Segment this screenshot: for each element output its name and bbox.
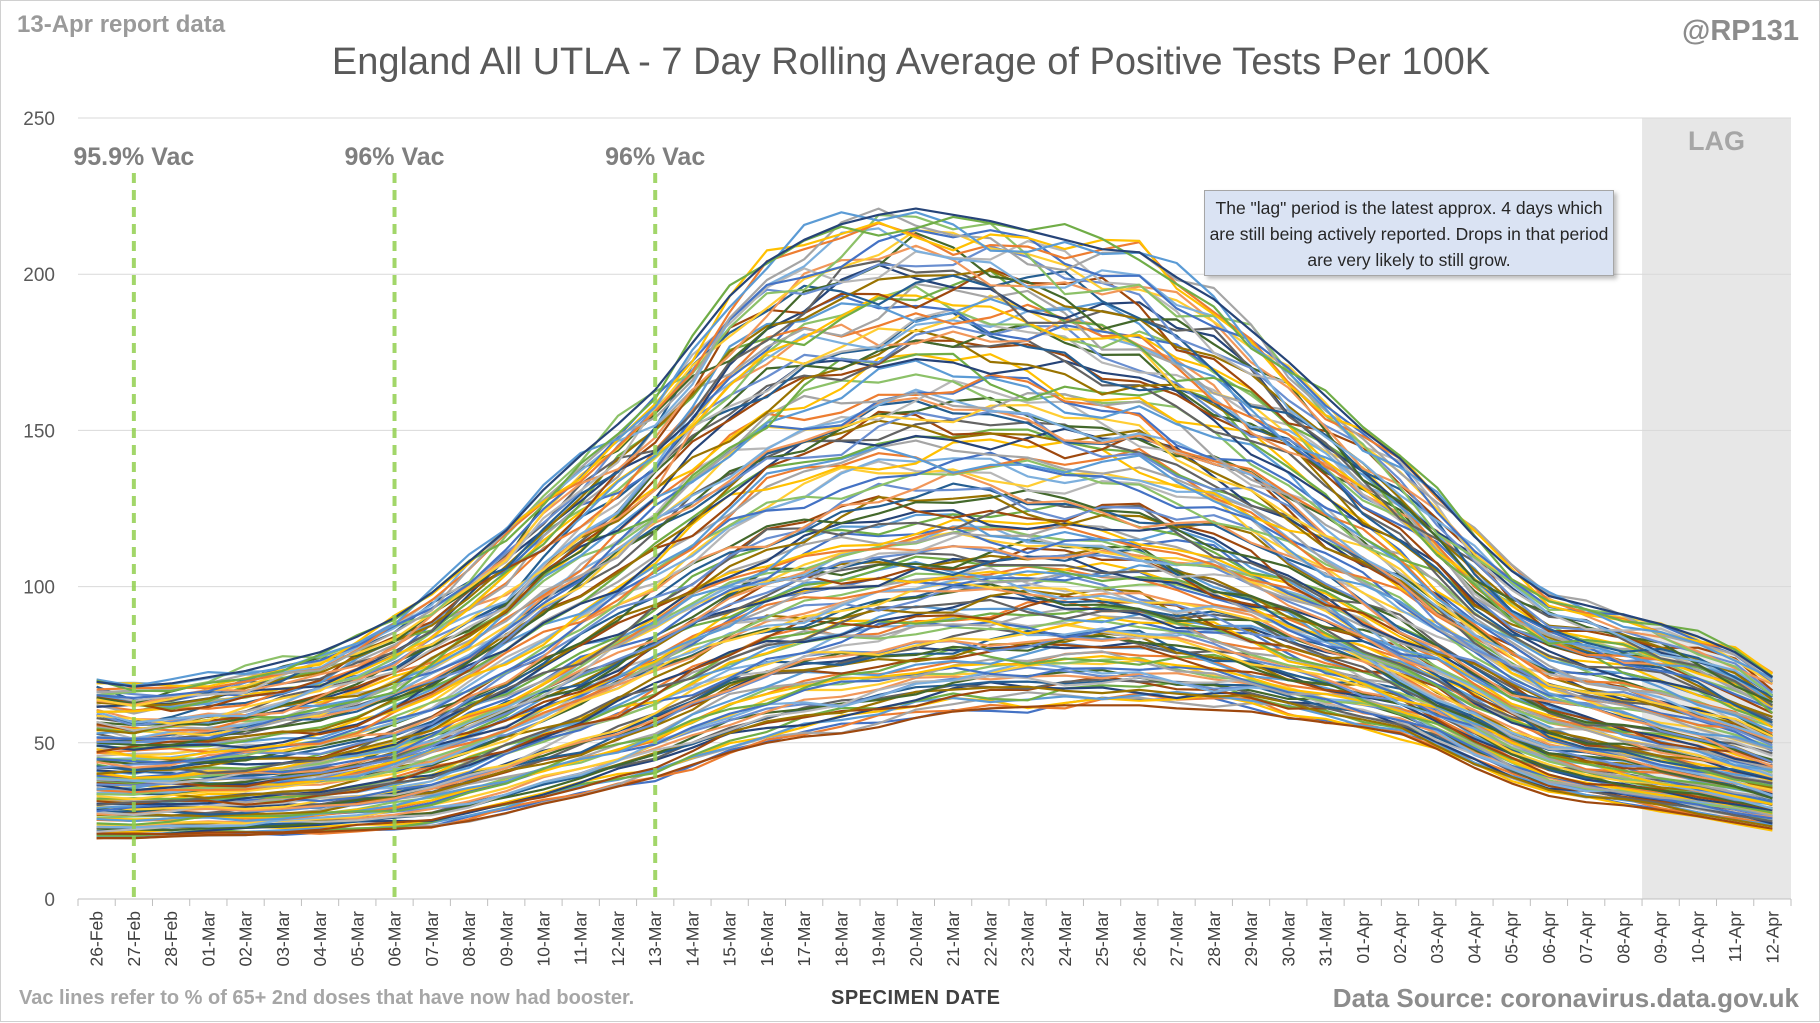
x-axis: 26-Feb 27-Feb 28-Feb 01-Mar 02-Mar 03-Mar 04-M… (77, 899, 1792, 967)
series-line (96, 232, 1773, 706)
x-tick-label: 07-Mar (422, 911, 442, 967)
series-lines (96, 207, 1774, 840)
x-tick-label: 04-Apr (1464, 911, 1484, 964)
series-line (96, 388, 1773, 740)
series-line (96, 207, 1774, 688)
y-tick-label: 0 (44, 890, 55, 911)
y-tick-label: 200 (23, 265, 55, 286)
series-line (96, 607, 1773, 804)
chart-title: England All UTLA - 7 Day Rolling Average… (331, 41, 1491, 83)
x-tick-label: 12-Mar (608, 911, 628, 967)
report-date-label: 13-Apr report data (17, 11, 226, 38)
series-line (96, 451, 1773, 764)
x-tick-label: 13-Mar (645, 911, 665, 967)
series-line (96, 339, 1773, 732)
x-tick-label: 02-Apr (1390, 911, 1410, 964)
x-tick-label: 29-Mar (1241, 911, 1261, 967)
series-line (96, 207, 1774, 694)
x-tick-label: 24-Mar (1055, 911, 1075, 967)
data-source: Data Source: coronavirus.data.gov.uk (1332, 983, 1799, 1013)
x-tick-label: 03-Apr (1427, 911, 1447, 964)
x-tick-label: 12-Apr (1762, 911, 1782, 964)
vac-marker-label: 95.9% Vac (73, 143, 194, 171)
y-tick-label: 150 (23, 421, 55, 442)
x-tick-label: 23-Mar (1018, 911, 1038, 967)
lag-label: LAG (1688, 126, 1745, 156)
y-tick-label: 100 (23, 578, 55, 599)
x-tick-label: 08-Mar (459, 911, 479, 967)
x-tick-label: 03-Mar (273, 911, 293, 967)
x-axis-title: SPECIMEN DATE (831, 987, 1001, 1009)
x-tick-label: 27-Feb (124, 911, 144, 966)
lag-callout-note: The "lag" period is the latest approx. 4… (1204, 190, 1614, 276)
x-tick-label: 18-Mar (831, 911, 851, 967)
y-axis: 0 50 100 150 200 250 (23, 109, 55, 911)
x-tick-label: 11-Apr (1725, 911, 1745, 962)
series-line (96, 222, 1773, 691)
x-tick-label: 06-Mar (385, 911, 405, 967)
vac-marker-label: 96% Vac (344, 143, 444, 171)
x-tick-label: 01-Mar (198, 911, 218, 967)
x-tick-label: 31-Mar (1316, 911, 1336, 967)
series-line (96, 294, 1773, 711)
series-line (96, 221, 1774, 688)
series-line (96, 681, 1773, 835)
x-tick-label: 21-Mar (943, 911, 963, 967)
series-line (96, 562, 1773, 788)
x-tick-label: 26-Feb (87, 911, 107, 966)
x-tick-label: 05-Apr (1502, 911, 1522, 964)
x-tick-label: 26-Mar (1129, 911, 1149, 967)
x-tick-label: 14-Mar (682, 911, 702, 967)
x-tick-label: 08-Apr (1613, 911, 1633, 964)
y-tick-label: 50 (34, 734, 55, 755)
x-tick-label: 17-Mar (794, 911, 814, 967)
x-tick-label: 05-Mar (347, 911, 367, 967)
series-line (96, 634, 1773, 812)
x-tick-label: 06-Apr (1539, 911, 1559, 964)
x-tick-label: 07-Apr (1576, 911, 1596, 964)
series-line (96, 526, 1773, 779)
series-line (96, 494, 1773, 775)
x-tick-label: 10-Apr (1688, 911, 1708, 964)
series-line (96, 328, 1773, 735)
x-tick-label: 10-Mar (533, 911, 553, 967)
x-tick-label: 11-Mar (571, 911, 591, 965)
x-tick-label: 28-Mar (1204, 911, 1224, 967)
x-tick-label: 27-Mar (1167, 911, 1187, 967)
y-tick-label: 250 (23, 109, 55, 130)
series-line (96, 410, 1773, 754)
x-tick-label: 02-Mar (236, 911, 256, 967)
x-tick-label: 09-Apr (1651, 911, 1671, 964)
series-line (96, 325, 1773, 727)
x-tick-label: 20-Mar (906, 911, 926, 967)
series-line (96, 470, 1773, 769)
vac-marker-label: 96% Vac (605, 143, 705, 171)
x-tick-label: 15-Mar (720, 911, 740, 967)
vac-markers: 95.9% Vac 96% Vac 96% Vac (73, 143, 705, 899)
x-tick-label: 09-Mar (496, 911, 516, 967)
series-line (96, 704, 1773, 840)
x-tick-label: 30-Mar (1278, 911, 1298, 967)
x-tick-label: 19-Mar (869, 911, 889, 967)
x-tick-label: 22-Mar (980, 911, 1000, 967)
x-tick-label: 16-Mar (757, 911, 777, 967)
series-line (96, 396, 1773, 747)
x-tick-label: 01-Apr (1353, 911, 1373, 964)
series-line (96, 482, 1773, 770)
vac-footnote: Vac lines refer to % of 65+ 2nd doses th… (19, 987, 635, 1009)
series-line (96, 282, 1773, 715)
x-tick-label: 04-Mar (310, 911, 330, 967)
series-line (96, 552, 1773, 785)
series-line (96, 263, 1773, 708)
author-handle: @RP131 (1682, 15, 1799, 47)
x-tick-label: 28-Feb (161, 911, 181, 966)
x-tick-label: 25-Mar (1092, 911, 1112, 967)
series-line (96, 650, 1773, 822)
